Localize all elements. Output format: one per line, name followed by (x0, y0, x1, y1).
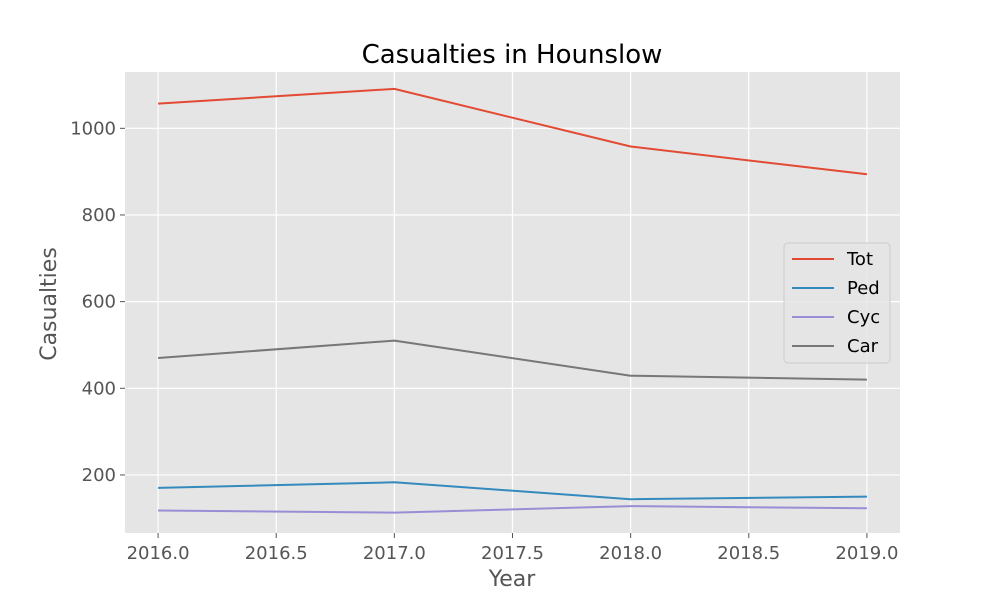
y-tick-label: 1000 (70, 118, 116, 139)
series-line-ped (158, 481, 867, 501)
x-tick-label: 2016.5 (245, 543, 308, 564)
x-tick-label: 2019.0 (835, 543, 898, 564)
series-line-tot (158, 87, 868, 176)
y-axis-ticks: 200 400 600 800 1000 (70, 118, 125, 486)
series-line-cyc (158, 505, 867, 514)
x-axis-ticks: 2016.0 2016.5 2017.0 2017.5 2018.0 2018.5 2019… (127, 533, 898, 564)
legend: Tot Ped Cyc Car (783, 242, 891, 364)
grid (125, 72, 900, 533)
series-lines (158, 87, 868, 514)
y-tick-label: 600 (82, 292, 116, 313)
y-axis-label: Casualties (37, 247, 62, 361)
x-tick-label: 2017.5 (481, 543, 544, 564)
legend-label-car: Car (847, 336, 879, 357)
y-tick-label: 400 (82, 378, 116, 399)
y-tick-label: 800 (82, 205, 116, 226)
legend-label-ped: Ped (847, 278, 880, 299)
series-line-car (158, 339, 867, 381)
x-axis-label: Year (488, 567, 537, 592)
y-tick-label: 200 (82, 465, 116, 486)
chart-title: Casualties in Hounslow (362, 40, 663, 70)
legend-label-cyc: Cyc (847, 307, 880, 328)
legend-box (783, 242, 891, 364)
legend-label-tot: Tot (846, 249, 873, 270)
x-tick-label: 2017.0 (363, 543, 426, 564)
x-tick-label: 2018.0 (599, 543, 662, 564)
x-tick-label: 2018.5 (717, 543, 780, 564)
x-tick-label: 2016.0 (127, 543, 190, 564)
